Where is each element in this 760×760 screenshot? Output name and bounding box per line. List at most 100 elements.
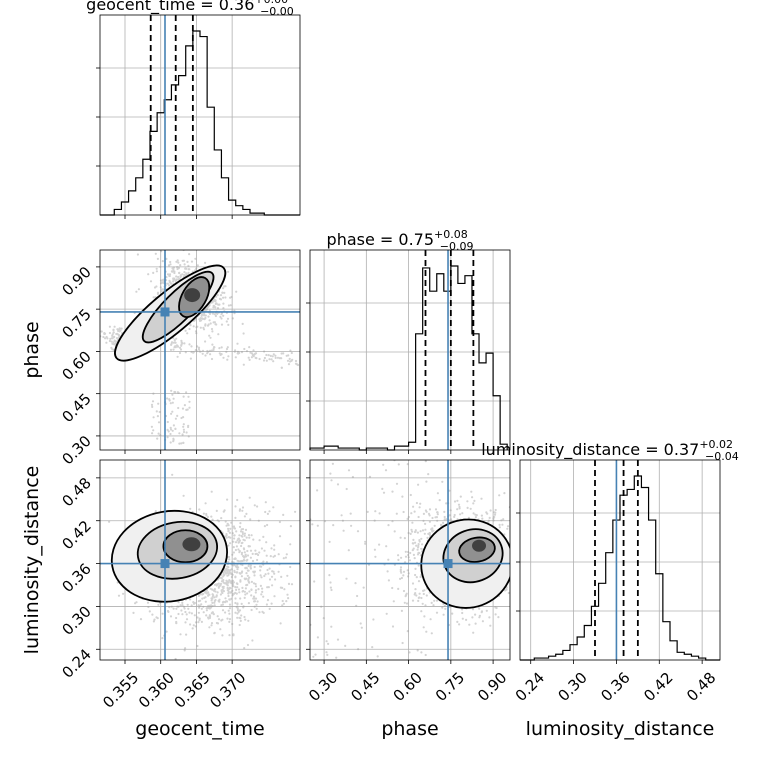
- sample-point: [227, 592, 230, 595]
- sample-point: [253, 570, 256, 573]
- sample-point: [237, 588, 241, 591]
- sample-point: [405, 593, 408, 597]
- sample-point: [210, 515, 213, 518]
- sample-point: [274, 578, 277, 581]
- sample-point: [471, 496, 474, 499]
- sample-point: [236, 612, 239, 615]
- sample-point: [403, 537, 406, 540]
- sample-point: [384, 469, 388, 472]
- sample-point: [170, 412, 173, 415]
- sample-point: [242, 547, 245, 550]
- sample-point: [217, 586, 220, 589]
- sample-point: [246, 643, 250, 647]
- sample-point: [494, 508, 497, 512]
- sample-point: [156, 292, 159, 295]
- sample-point: [254, 597, 258, 600]
- sample-point: [221, 580, 224, 583]
- sample-point: [448, 605, 451, 609]
- sample-point: [214, 323, 217, 326]
- sample-point: [205, 589, 208, 592]
- sample-point: [119, 329, 122, 332]
- sample-point: [216, 622, 220, 625]
- sample-point: [471, 608, 475, 611]
- sample-point: [189, 507, 192, 510]
- sample-point: [242, 538, 245, 541]
- sample-point: [413, 593, 416, 596]
- sample-point: [172, 440, 175, 443]
- sample-point: [458, 505, 461, 509]
- sample-point: [303, 590, 305, 592]
- title-upper: +0.00: [254, 0, 288, 6]
- sample-point: [224, 601, 227, 604]
- sample-point: [220, 577, 223, 580]
- sample-point: [359, 622, 362, 625]
- sample-point: [505, 588, 508, 591]
- sample-point: [268, 607, 271, 611]
- sample-point: [328, 540, 331, 544]
- sample-point: [249, 556, 252, 559]
- y-tick-label: 0.30: [58, 432, 94, 468]
- sample-point: [523, 576, 525, 578]
- sample-point: [236, 607, 239, 610]
- sample-point: [173, 240, 175, 242]
- sample-point: [265, 603, 268, 606]
- sample-point: [229, 527, 232, 530]
- sample-point: [331, 462, 334, 465]
- sample-point: [241, 570, 244, 573]
- sample-point: [204, 314, 207, 317]
- sample-point: [230, 295, 233, 299]
- sample-point: [225, 582, 228, 586]
- sample-point: [235, 571, 238, 574]
- sample-point: [226, 565, 229, 568]
- title-geocent_time: geocent_time = 0.36+0.00−0.00: [86, 0, 294, 18]
- sample-point: [456, 620, 459, 624]
- sample-point: [524, 588, 526, 590]
- y-tick-label: 0.42: [58, 517, 94, 553]
- sample-point: [219, 315, 222, 318]
- sample-point: [424, 522, 427, 526]
- sample-point: [221, 591, 224, 595]
- sample-point: [196, 325, 199, 328]
- sample-point: [194, 257, 197, 260]
- sample-point: [182, 416, 185, 419]
- sample-point: [243, 539, 246, 542]
- sample-point: [208, 312, 212, 315]
- sample-point: [341, 519, 344, 522]
- sample-point: [241, 559, 244, 563]
- sample-point: [222, 578, 225, 582]
- sample-point: [207, 607, 210, 610]
- sample-point: [399, 536, 402, 539]
- sample-point: [511, 550, 513, 552]
- sample-point: [247, 602, 250, 605]
- sample-point: [172, 267, 175, 270]
- sample-point: [113, 343, 116, 346]
- sample-point: [227, 590, 230, 593]
- sample-point: [213, 588, 216, 591]
- sample-point: [235, 571, 238, 574]
- sample-point: [287, 597, 290, 600]
- sample-point: [168, 274, 171, 278]
- sample-point: [226, 498, 229, 501]
- sample-point: [218, 352, 221, 355]
- sample-point: [183, 273, 186, 276]
- sample-point: [215, 302, 218, 305]
- sample-point: [159, 282, 163, 285]
- sample-point: [172, 437, 175, 440]
- sample-point: [241, 590, 244, 593]
- sample-point: [178, 432, 181, 435]
- sample-point: [170, 270, 173, 273]
- sample-point: [210, 357, 214, 361]
- sample-point: [411, 542, 414, 545]
- sample-point: [184, 610, 187, 614]
- sample-point: [233, 563, 236, 567]
- sample-point: [211, 343, 214, 346]
- sample-point: [391, 625, 395, 628]
- sample-point: [232, 633, 235, 636]
- sample-point: [280, 366, 283, 369]
- sample-point: [222, 302, 225, 305]
- sample-point: [231, 584, 234, 587]
- sample-point: [230, 521, 233, 524]
- sample-point: [161, 637, 164, 640]
- x-tick-label: 0.90: [474, 669, 510, 705]
